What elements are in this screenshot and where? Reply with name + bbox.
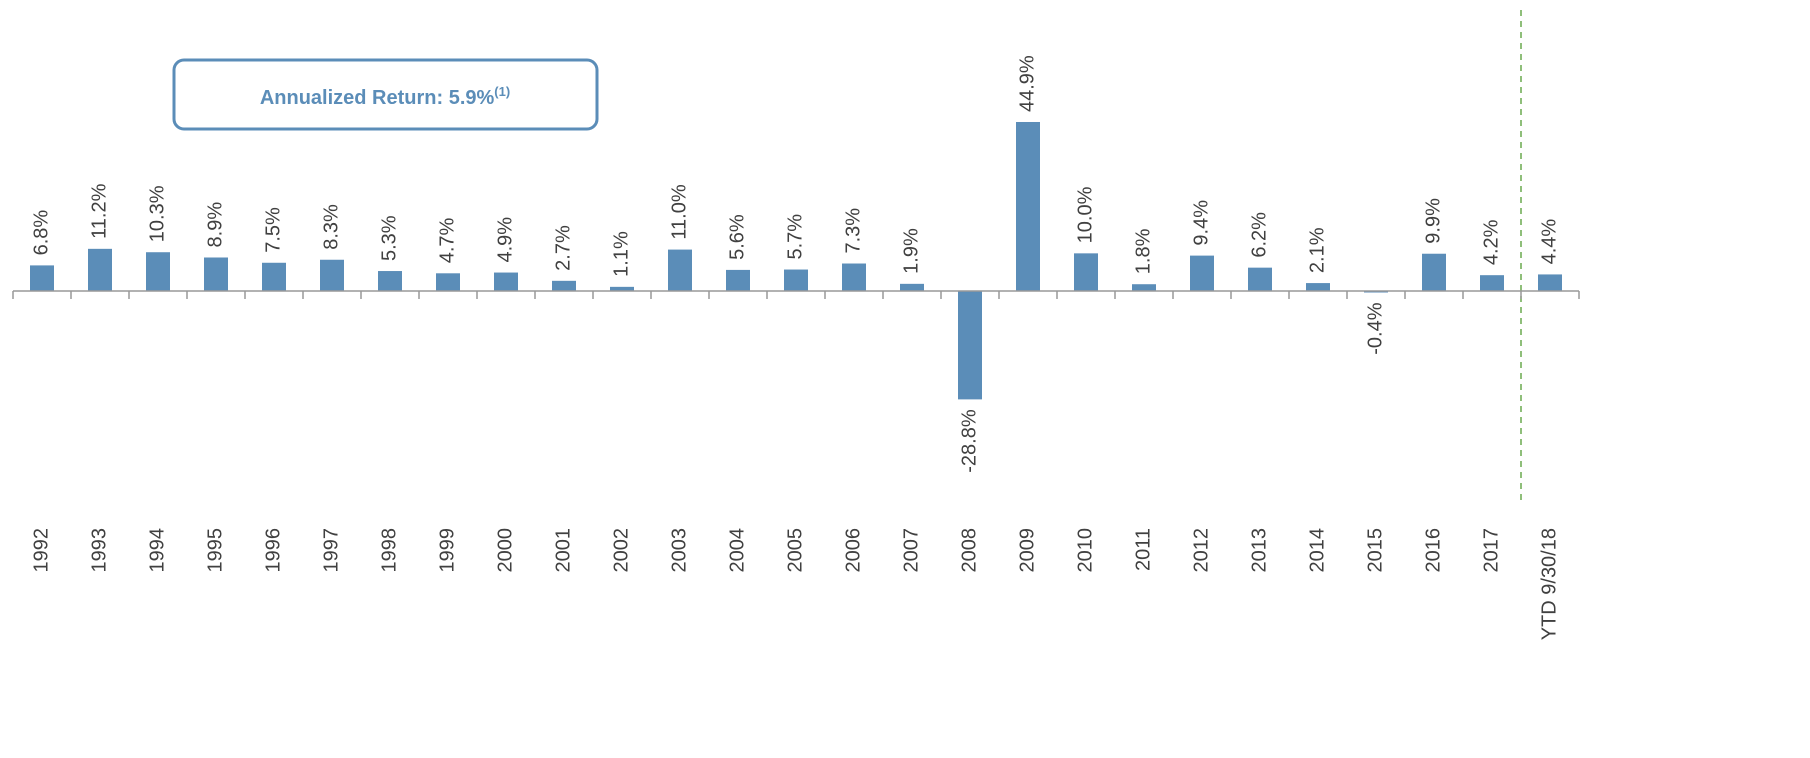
bar	[1306, 283, 1330, 291]
bar	[1074, 253, 1098, 291]
x-tick-label: 2002	[610, 528, 632, 573]
x-tick-label: 2006	[842, 528, 864, 573]
bar	[610, 286, 634, 291]
x-tick-label: 2005	[784, 528, 806, 573]
value-label: 1.9%	[900, 228, 922, 274]
value-label: 5.3%	[378, 215, 400, 261]
bar	[1016, 121, 1040, 291]
x-tick-label: 1992	[30, 528, 52, 573]
bar	[30, 265, 54, 291]
value-label: 2.1%	[1306, 227, 1328, 273]
bar	[958, 290, 982, 400]
x-tick-label: YTD 9/30/18	[1538, 528, 1560, 640]
bar	[552, 280, 576, 291]
x-tick-label: 1999	[436, 528, 458, 573]
x-tick-label: 2011	[1132, 528, 1154, 571]
value-label: 8.9%	[204, 202, 226, 248]
bar	[1538, 274, 1562, 291]
value-label: 1.1%	[610, 231, 632, 277]
bar	[262, 262, 286, 291]
bar	[204, 257, 228, 291]
value-label: 8.3%	[320, 204, 342, 250]
x-tick-label: 1998	[378, 528, 400, 573]
x-tick-label: 2003	[668, 528, 690, 573]
bar	[842, 263, 866, 291]
bar	[784, 269, 808, 291]
bar	[320, 259, 344, 291]
x-tick-label: 2008	[958, 528, 980, 573]
bar	[726, 269, 750, 291]
annotation: Annualized Return: 5.9%(1)	[260, 84, 510, 109]
bar	[1422, 253, 1446, 291]
value-label: 9.4%	[1190, 200, 1212, 246]
value-label: 5.6%	[726, 214, 748, 260]
x-tick-label: 2000	[494, 528, 516, 573]
value-label: 9.9%	[1422, 198, 1444, 244]
value-label: 4.4%	[1538, 219, 1560, 265]
x-tick-label: 2013	[1248, 528, 1270, 573]
x-tick-label: 2009	[1016, 528, 1038, 573]
bar	[1132, 284, 1156, 291]
x-tick-label: 2001	[552, 528, 574, 573]
value-label: 11.2%	[88, 183, 110, 238]
x-tick-label: 2016	[1422, 528, 1444, 573]
value-label: 10.0%	[1074, 186, 1096, 243]
value-label: 5.7%	[784, 214, 806, 260]
value-label: 1.8%	[1132, 228, 1154, 274]
bar	[1480, 275, 1504, 291]
value-label: 2.7%	[552, 225, 574, 271]
bar	[668, 249, 692, 291]
x-tick-label: 1994	[146, 528, 168, 573]
x-tick-label: 1995	[204, 528, 226, 573]
annotation-note: (1)	[494, 84, 510, 99]
x-tick-label: 1996	[262, 528, 284, 573]
value-label: 4.9%	[494, 217, 516, 263]
bar	[1364, 290, 1388, 293]
annotation-box	[172, 58, 599, 131]
x-tick-label: 2014	[1306, 528, 1328, 573]
value-label: 4.2%	[1480, 219, 1502, 265]
value-label: 6.8%	[30, 210, 52, 256]
bar	[436, 273, 460, 291]
value-label: 4.7%	[436, 217, 458, 263]
bar	[146, 252, 170, 291]
x-tick-label: 2012	[1190, 528, 1212, 573]
value-label: 44.9%	[1016, 55, 1038, 112]
value-label: 7.5%	[262, 207, 284, 253]
x-tick-label: 1993	[88, 528, 110, 573]
value-label: 7.3%	[842, 208, 864, 254]
bar	[88, 248, 112, 291]
bar	[900, 283, 924, 291]
bar	[378, 271, 402, 291]
bar	[1248, 267, 1272, 291]
value-label: 11.0%	[668, 184, 690, 239]
x-tick-label: 2007	[900, 528, 922, 573]
x-tick-label: 2017	[1480, 528, 1502, 573]
bar	[494, 272, 518, 291]
value-label: 6.2%	[1248, 212, 1270, 258]
value-label: 10.3%	[146, 185, 168, 242]
x-tick-label: 1997	[320, 528, 342, 573]
x-tick-label: 2010	[1074, 528, 1096, 573]
value-label: -28.8%	[958, 409, 980, 473]
value-label: -0.4%	[1364, 302, 1386, 354]
x-tick-label: 2015	[1364, 528, 1386, 573]
x-tick-label: 2004	[726, 528, 748, 573]
bar	[1190, 255, 1214, 291]
annotation-text: Annualized Return: 5.9%	[260, 87, 495, 109]
